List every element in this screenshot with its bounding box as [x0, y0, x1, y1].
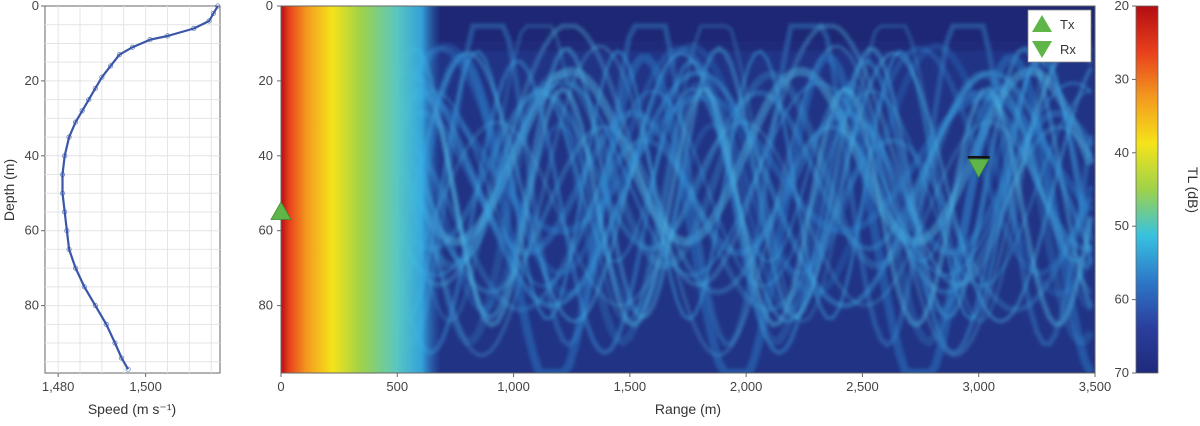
y-tick-label: 40 — [25, 148, 39, 163]
x-tick-label: 500 — [386, 379, 408, 394]
colorbar: 20 30 40 50 60 70 TL (dB) — [1115, 0, 1200, 380]
rx-marker — [968, 158, 990, 179]
x-tick-label: 2,000 — [730, 379, 763, 394]
colorbar-gradient — [1135, 5, 1159, 374]
speed-point — [66, 246, 72, 252]
speed-point — [62, 209, 68, 215]
y-tick-label: 0 — [266, 0, 273, 13]
y-tick-label: 80 — [25, 298, 39, 313]
tx-marker — [270, 201, 292, 220]
speed-point — [103, 321, 109, 327]
y-tick-label: 20 — [259, 73, 273, 88]
colorbar-tick-label: 20 — [1115, 0, 1129, 13]
speed-profile-frame — [44, 5, 221, 374]
range-y-ticks: 0 20 40 60 80 — [259, 0, 281, 313]
speed-x-axis-label: Speed (m s⁻¹) — [88, 401, 176, 417]
transmission-loss-panel: 0 500 1,000 1,500 2,000 2,500 3,000 3,500 0 20 40… — [259, 0, 1112, 417]
speed-point — [79, 108, 85, 114]
y-tick-label: 0 — [32, 0, 39, 13]
speed-point — [108, 63, 114, 69]
speed-point — [164, 33, 171, 39]
speed-point — [191, 25, 197, 32]
x-tick-label: 1,000 — [497, 379, 530, 394]
speed-point — [147, 37, 153, 43]
colorbar-tick-label: 30 — [1115, 71, 1129, 86]
range-x-axis-label: Range (m) — [655, 401, 721, 417]
speed-point — [66, 134, 72, 140]
speed-profile-grid — [45, 6, 220, 373]
legend-items: Tx Rx — [1032, 15, 1076, 58]
y-tick-label: 60 — [25, 223, 39, 238]
speed-point — [62, 153, 68, 159]
x-tick-label: 1,500 — [129, 379, 162, 394]
colorbar-tick-label: 60 — [1115, 292, 1129, 307]
y-tick-label: 60 — [259, 223, 273, 238]
y-tick-label: 40 — [259, 148, 273, 163]
colorbar-label: TL (dB) — [1185, 167, 1200, 213]
speed-point — [210, 10, 216, 17]
x-tick-label: 3,500 — [1079, 379, 1112, 394]
speed-point — [59, 190, 66, 196]
x-tick-label: 0 — [277, 379, 284, 394]
speed-point — [92, 303, 98, 309]
x-tick-label: 3,000 — [962, 379, 995, 394]
speed-point — [119, 355, 125, 361]
heatmap-field — [281, 6, 1095, 373]
legend-box — [1027, 9, 1092, 63]
heatmap-frame — [280, 5, 1096, 374]
speed-profile-panel: 1,480 1,500 0 20 40 60 80 Speed (m s⁻¹) Depth… — [1, 0, 221, 417]
speed-point — [125, 366, 131, 372]
colorbar-tick-label: 70 — [1115, 365, 1129, 380]
colorbar-tick-label: 50 — [1115, 218, 1129, 233]
colorbar-tick-label: 40 — [1115, 145, 1129, 160]
legend-label: Rx — [1060, 42, 1076, 57]
near-field-region — [281, 6, 441, 373]
colorbar-ticks: 20 30 40 50 60 70 — [1115, 0, 1136, 380]
range-x-ticks: 0 500 1,000 1,500 2,000 2,500 3,000 3,500 — [277, 373, 1111, 394]
speed-point — [73, 119, 79, 125]
speed-point — [129, 44, 136, 50]
speed-point — [99, 74, 105, 80]
legend-label: Tx — [1060, 17, 1075, 32]
x-tick-label: 1,480 — [42, 379, 75, 394]
speed-point — [86, 97, 92, 103]
speed-y-axis-label: Depth (m) — [1, 159, 17, 221]
x-tick-label: 1,500 — [614, 379, 647, 394]
speed-point — [112, 340, 118, 346]
speed-x-ticks: 1,480 1,500 — [42, 373, 162, 394]
legend: Tx Rx — [1027, 9, 1092, 63]
speed-point — [206, 18, 212, 24]
speed-profile-series — [59, 3, 221, 372]
speed-point — [215, 3, 221, 9]
x-tick-label: 2,500 — [846, 379, 879, 394]
speed-profile-line — [61, 5, 219, 370]
legend-marker-rx — [1032, 41, 1052, 58]
speed-point — [64, 228, 70, 234]
speed-point — [92, 85, 98, 91]
speed-y-ticks: 0 20 40 60 80 — [25, 0, 45, 313]
y-tick-label: 20 — [25, 73, 39, 88]
speed-point — [81, 284, 87, 290]
speed-point — [73, 265, 79, 271]
legend-marker-tx — [1032, 15, 1052, 32]
y-tick-label: 80 — [259, 298, 273, 313]
speed-point — [59, 171, 66, 178]
tx-rx-markers — [270, 156, 990, 220]
speed-point — [116, 52, 122, 58]
